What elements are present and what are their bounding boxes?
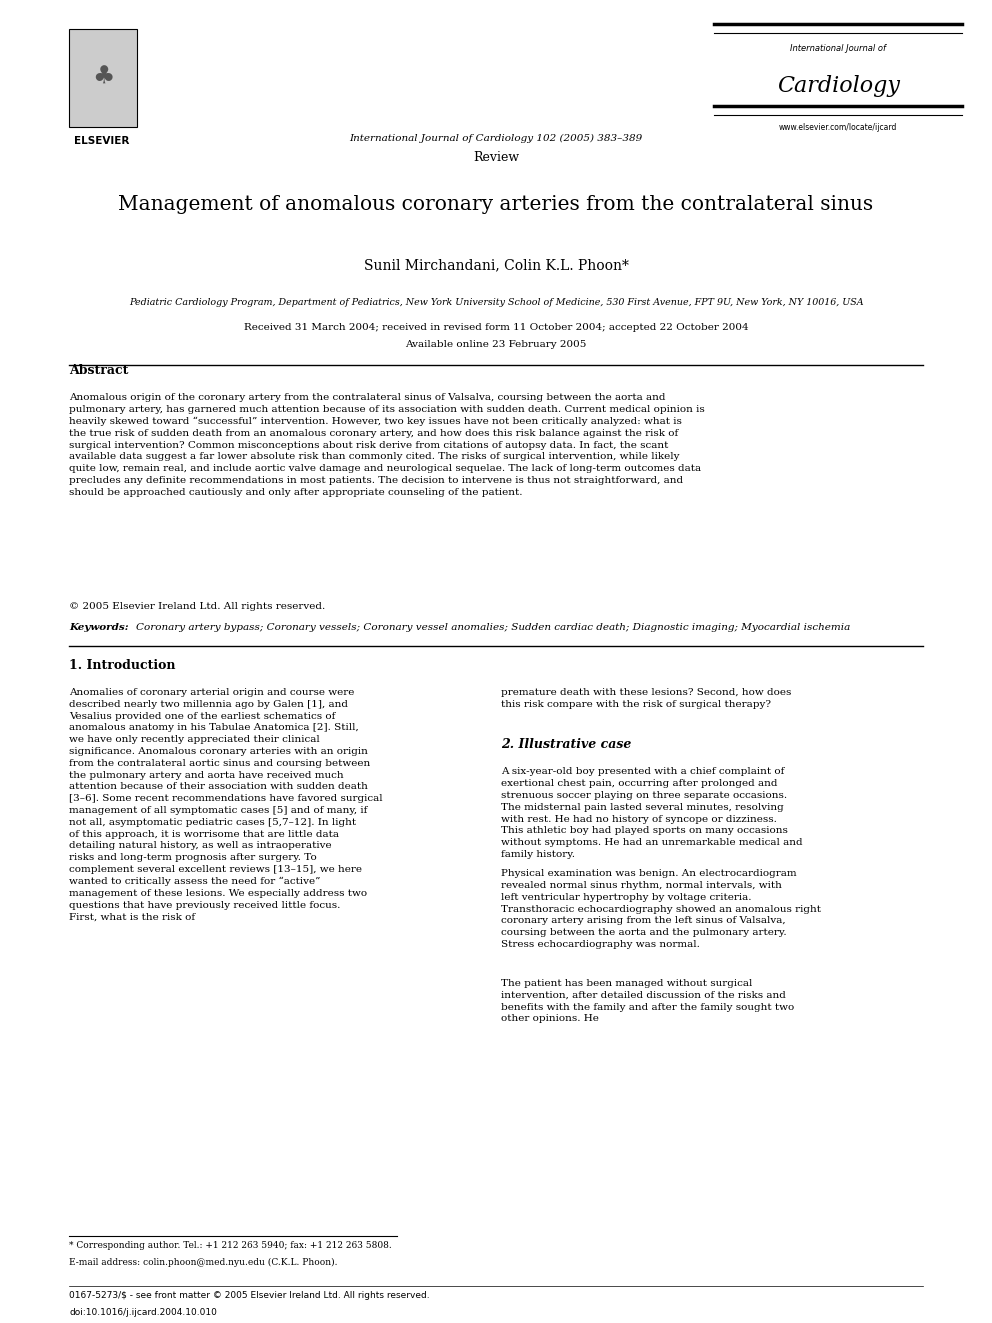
Text: International Journal of: International Journal of [791,44,886,53]
Text: * Corresponding author. Tel.: +1 212 263 5940; fax: +1 212 263 5808.: * Corresponding author. Tel.: +1 212 263… [69,1241,392,1250]
Text: 2. Illustrative case: 2. Illustrative case [501,738,631,751]
Text: Physical examination was benign. An electrocardiogram
revealed normal sinus rhyt: Physical examination was benign. An elec… [501,869,821,949]
Text: E-mail address: colin.phoon@med.nyu.edu (C.K.L. Phoon).: E-mail address: colin.phoon@med.nyu.edu … [69,1258,338,1267]
Text: doi:10.1016/j.ijcard.2004.10.010: doi:10.1016/j.ijcard.2004.10.010 [69,1308,217,1318]
Text: ELSEVIER: ELSEVIER [74,135,130,146]
Text: Coronary artery bypass; Coronary vessels; Coronary vessel anomalies; Sudden card: Coronary artery bypass; Coronary vessels… [136,623,850,632]
Text: Keywords:: Keywords: [69,623,133,632]
Text: Pediatric Cardiology Program, Department of Pediatrics, New York University Scho: Pediatric Cardiology Program, Department… [129,298,863,307]
Text: Available online 23 February 2005: Available online 23 February 2005 [406,340,586,349]
Text: 1. Introduction: 1. Introduction [69,659,176,672]
Text: A six-year-old boy presented with a chief complaint of
exertional chest pain, oc: A six-year-old boy presented with a chie… [501,767,803,859]
Text: premature death with these lesions? Second, how does
this risk compare with the : premature death with these lesions? Seco… [501,688,792,709]
Text: Sunil Mirchandani, Colin K.L. Phoon*: Sunil Mirchandani, Colin K.L. Phoon* [363,258,629,273]
Text: International Journal of Cardiology 102 (2005) 383–389: International Journal of Cardiology 102 … [349,134,643,143]
Text: Review: Review [473,151,519,164]
Text: Cardiology: Cardiology [777,74,900,97]
Text: Abstract: Abstract [69,364,129,377]
Text: © 2005 Elsevier Ireland Ltd. All rights reserved.: © 2005 Elsevier Ireland Ltd. All rights … [69,602,325,611]
Bar [69,29,137,127]
Text: Anomalies of coronary arterial origin and course were
described nearly two mille: Anomalies of coronary arterial origin an… [69,688,383,922]
Text: Received 31 March 2004; received in revised form 11 October 2004; accepted 22 Oc: Received 31 March 2004; received in revi… [244,323,748,332]
Text: ♣: ♣ [92,65,114,89]
Text: The patient has been managed without surgical
intervention, after detailed discu: The patient has been managed without sur… [501,979,795,1024]
Text: Management of anomalous coronary arteries from the contralateral sinus: Management of anomalous coronary arterie… [118,196,874,214]
Text: Anomalous origin of the coronary artery from the contralateral sinus of Valsalva: Anomalous origin of the coronary artery … [69,393,705,497]
Text: www.elsevier.com/locate/ijcard: www.elsevier.com/locate/ijcard [779,123,898,132]
Text: 0167-5273/$ - see front matter © 2005 Elsevier Ireland Ltd. All rights reserved.: 0167-5273/$ - see front matter © 2005 El… [69,1291,431,1301]
